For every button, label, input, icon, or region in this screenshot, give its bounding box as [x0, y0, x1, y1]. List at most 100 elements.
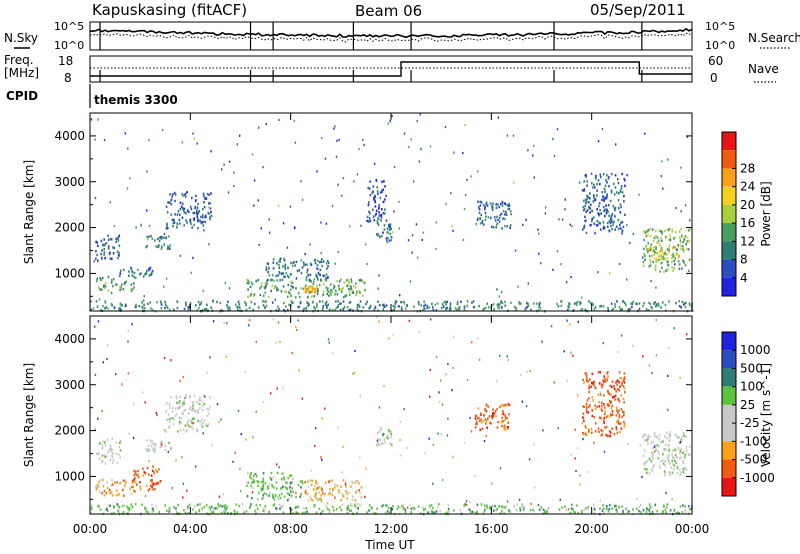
- power-cell: [681, 300, 684, 304]
- power-scatter-cell: [282, 222, 285, 225]
- power-cell: [575, 303, 578, 307]
- velocity-scatter-cell: [620, 334, 623, 337]
- power-cell: [179, 201, 182, 204]
- power-cell: [96, 253, 98, 257]
- velocity-cell: [289, 490, 292, 493]
- velocity-cell: [189, 394, 191, 397]
- power-cell: [666, 260, 669, 263]
- power-cell: [188, 306, 190, 309]
- power-cell: [328, 308, 331, 311]
- power-cell: [403, 302, 406, 305]
- power-cell: [596, 224, 599, 227]
- velocity-cell: [320, 494, 322, 497]
- velocity-cell: [168, 506, 171, 510]
- velocity-cell: [346, 507, 348, 510]
- velocity-cell: [600, 416, 603, 420]
- power-cell: [110, 238, 113, 241]
- velocity-cell: [410, 507, 413, 510]
- power-cell: [631, 302, 634, 306]
- velocity-cell: [417, 505, 420, 508]
- power-cell: [491, 206, 494, 210]
- power-cell: [475, 222, 478, 226]
- power-cell: [592, 303, 594, 306]
- power-cell: [101, 276, 104, 280]
- velocity-scatter-cell: [133, 403, 135, 406]
- velocity-cell: [97, 452, 100, 455]
- power-scatter-cell: [338, 138, 340, 141]
- power-cell: [378, 214, 381, 217]
- nsky-tick-bottom: 10^0: [54, 39, 84, 52]
- power-cell: [99, 288, 101, 291]
- power-scatter-cell: [514, 249, 517, 252]
- power-cell: [617, 178, 619, 181]
- velocity-scatter-cell: [399, 454, 402, 457]
- power-cell: [289, 272, 292, 276]
- power-cell: [660, 262, 663, 265]
- power-cell: [264, 306, 266, 309]
- velocity-cell: [672, 449, 674, 452]
- power-cell: [653, 250, 656, 254]
- velocity-cell: [470, 510, 472, 514]
- power-cell: [376, 220, 379, 223]
- velocity-cell: [192, 417, 194, 421]
- power-cell: [183, 211, 186, 214]
- velocity-cell: [620, 422, 622, 425]
- power-cell: [282, 275, 285, 278]
- velocity-cell: [489, 421, 491, 425]
- velocity-scatter-cell: [441, 478, 444, 482]
- power-cell: [297, 292, 300, 295]
- velocity-cell: [618, 371, 621, 374]
- velocity-cell: [488, 415, 491, 418]
- power-cell: [180, 205, 183, 208]
- velocity-scatter-cell: [270, 392, 272, 395]
- power-cell: [339, 308, 342, 312]
- velocity-cell: [500, 510, 503, 513]
- velocity-cell: [674, 448, 676, 452]
- power-cell: [350, 280, 353, 283]
- power-cell: [103, 238, 105, 241]
- velocity-scatter-cell: [187, 424, 189, 427]
- velocity-cell: [628, 510, 630, 513]
- power-cell: [654, 268, 657, 272]
- velocity-cell: [340, 509, 343, 512]
- velocity-cell: [519, 506, 521, 510]
- power-cell: [674, 236, 676, 239]
- power-scatter-cell: [94, 196, 97, 200]
- velocity-cell: [263, 492, 266, 495]
- velocity-cell: [610, 413, 613, 417]
- velocity-cell: [262, 486, 264, 490]
- velocity-cell: [601, 401, 603, 404]
- power-scatter-cell: [185, 212, 187, 215]
- velocity-cell: [207, 422, 209, 426]
- velocity-cell: [301, 480, 304, 483]
- power-cell: [668, 244, 671, 247]
- power-cell: [388, 225, 390, 228]
- power-cell: [117, 237, 119, 240]
- velocity-scatter-cell: [223, 321, 225, 324]
- velocity-cell: [607, 375, 609, 378]
- velocity-cell: [111, 455, 113, 459]
- power-cell: [109, 257, 112, 260]
- power-scatter-cell: [253, 204, 255, 207]
- power-cell: [495, 203, 497, 206]
- power-cell: [107, 245, 110, 248]
- velocity-cell: [623, 425, 625, 428]
- velocity-scatter-cell: [164, 429, 166, 432]
- power-cell: [337, 300, 339, 303]
- velocity-scatter-cell: [102, 361, 104, 364]
- velocity-cell: [113, 506, 115, 509]
- power-cell: [195, 194, 197, 198]
- velocity-cell: [209, 405, 211, 409]
- power-cell: [377, 192, 379, 196]
- power-cell: [586, 197, 589, 200]
- power-cell: [187, 308, 190, 312]
- velocity-cell: [436, 506, 439, 509]
- velocity-cell: [250, 503, 252, 506]
- power-cell: [587, 195, 590, 199]
- velocity-cell: [130, 503, 133, 506]
- power-cell: [166, 224, 168, 227]
- velocity-cell: [616, 510, 619, 513]
- power-cell: [688, 302, 691, 305]
- velocity-cell: [653, 432, 656, 435]
- power-cell: [359, 300, 362, 303]
